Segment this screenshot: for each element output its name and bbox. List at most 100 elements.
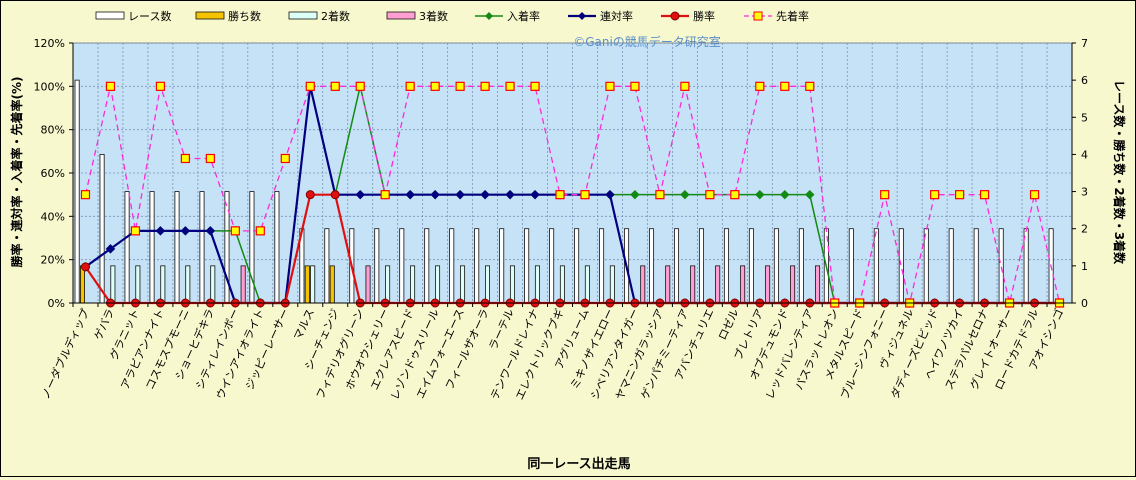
marker-point <box>505 189 515 200</box>
marker-point <box>330 81 340 91</box>
bar-wins <box>80 265 86 304</box>
marker-point <box>380 190 390 200</box>
bar-seconds <box>160 265 166 304</box>
marker-point <box>605 189 615 200</box>
y-tick-label-right: 6 <box>1081 74 1088 87</box>
bar-races <box>99 154 105 304</box>
bar-seconds <box>110 265 116 304</box>
bar-seconds <box>609 265 615 304</box>
bar-races <box>748 228 754 304</box>
marker-point <box>1029 190 1040 200</box>
bar-races <box>149 191 155 304</box>
legend-marker <box>753 11 763 21</box>
legend-swatch-thirds <box>386 11 416 20</box>
legend-label-beat: 先着率 <box>776 9 809 23</box>
legend-marker <box>485 12 493 20</box>
bar-races <box>424 228 430 304</box>
bar-thirds <box>690 265 696 304</box>
marker-point <box>805 81 815 91</box>
grid-lines <box>72 42 1073 304</box>
bar-thirds <box>765 265 771 304</box>
marker-point <box>180 226 191 236</box>
marker-point <box>80 190 91 200</box>
marker-point <box>205 153 215 164</box>
x-axis-label: 同一レース出走馬 <box>527 456 630 472</box>
bar-races <box>973 228 979 304</box>
marker-point <box>605 81 615 91</box>
bar-races <box>524 228 530 304</box>
marker-point <box>155 226 166 236</box>
bar-seconds <box>135 265 141 304</box>
legend-swatch-seconds <box>288 11 318 20</box>
bar-thirds <box>365 265 371 304</box>
bar-seconds <box>460 265 466 304</box>
legend-swatch-races <box>95 11 125 20</box>
y-tick-label-left: 60% <box>41 167 65 180</box>
marker-point <box>455 81 465 91</box>
bar-races <box>848 228 854 304</box>
bar-races <box>74 79 80 304</box>
marker-point <box>405 189 415 200</box>
marker-point <box>655 190 665 200</box>
bar-races <box>549 228 555 304</box>
legend-label-seconds: 2着数 <box>321 9 350 23</box>
bar-races <box>474 228 480 304</box>
bar-races <box>574 228 580 304</box>
marker-point <box>480 189 490 200</box>
y-tick-label-left: 40% <box>41 210 65 223</box>
bar-races <box>649 228 655 304</box>
bar-thirds <box>815 265 821 304</box>
marker-point <box>955 190 965 200</box>
bar-seconds <box>210 265 216 304</box>
marker-point <box>155 81 166 91</box>
marker-point <box>580 190 590 200</box>
marker-point <box>80 262 90 272</box>
marker-point <box>305 81 315 91</box>
bar-thirds <box>240 265 246 304</box>
bar-races <box>124 191 130 304</box>
legend-marker <box>578 12 586 20</box>
legend-label-place: 入着率 <box>507 9 540 23</box>
bar-wins <box>304 265 310 304</box>
y-tick-label-left: 80% <box>41 124 65 137</box>
x-tick-label: ロゼル <box>716 307 742 342</box>
bar-races <box>873 228 879 304</box>
marker-point <box>979 190 990 200</box>
marker-point <box>630 81 640 91</box>
bar-races <box>399 228 405 304</box>
y-axis-label-right: レース数・勝ち数・2着数・3着数 <box>1112 80 1127 265</box>
marker-point <box>880 190 890 200</box>
bar-races <box>798 228 804 304</box>
marker-point <box>705 190 715 200</box>
bar-races <box>599 228 605 304</box>
y-tick-label-right: 4 <box>1081 148 1088 161</box>
marker-point <box>630 189 640 200</box>
marker-point <box>680 81 690 91</box>
bar-thirds <box>640 265 646 304</box>
bar-seconds <box>385 265 391 304</box>
y-tick-label-right: 7 <box>1081 37 1088 50</box>
y-tick-label-left: 120% <box>34 37 65 50</box>
bar-races <box>773 228 779 304</box>
marker-point <box>355 81 365 91</box>
bar-thirds <box>740 265 746 304</box>
marker-point <box>430 81 440 91</box>
bar-races <box>674 228 680 304</box>
x-tick-label: ノーダブルディップ <box>38 306 92 401</box>
legend-marker <box>670 11 680 21</box>
marker-point <box>755 189 765 200</box>
watermark: ©Ganiの競馬データ研究室 <box>573 34 721 49</box>
marker-point <box>930 190 940 200</box>
marker-point <box>255 226 265 236</box>
marker-point <box>730 190 740 200</box>
marker-point <box>680 189 690 200</box>
legend-label-thirds: 3着数 <box>419 9 448 23</box>
bar-races <box>923 228 929 304</box>
bar-races <box>948 228 954 304</box>
legend-label-races: レース数 <box>128 10 171 23</box>
marker-point <box>455 189 465 200</box>
bar-thirds <box>665 265 671 304</box>
marker-point <box>280 153 290 164</box>
